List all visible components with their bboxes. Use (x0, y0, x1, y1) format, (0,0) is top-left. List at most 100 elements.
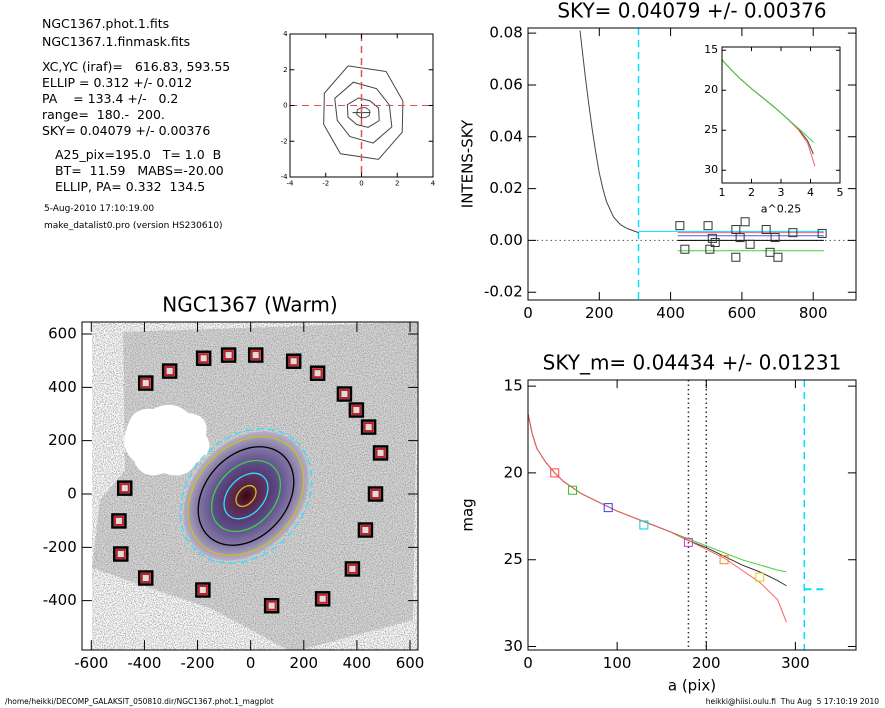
plot-area (82, 322, 418, 650)
point-marker (765, 247, 775, 257)
x-tick-label: 0 (523, 654, 533, 672)
x-tick-label: 2 (395, 179, 399, 187)
chart: -600 -400 -200 0 200 400 600 -400 -200 0 200 400 600… (43, 293, 425, 673)
region-marker-inner (115, 549, 126, 559)
region-marker-inner (347, 563, 358, 574)
header-line: XC,YC (iraf)= 616.83, 593.55 (42, 58, 231, 74)
region-marker (195, 350, 212, 367)
region-marker (195, 582, 211, 598)
y-tick-label: 15 (504, 377, 523, 395)
point-marker (740, 217, 750, 227)
profile-line (528, 413, 787, 623)
y-axis-label: INTENS-SKY (459, 119, 477, 208)
axes-frame (527, 379, 857, 651)
y-tick-label: -200 (43, 538, 77, 556)
plot-area (722, 47, 840, 183)
header-line: ELLIP = 0.312 +/- 0.012 (42, 74, 193, 90)
region-marker-inner (198, 353, 209, 364)
region-marker-inner (339, 389, 350, 399)
x-tick-label: 300 (781, 654, 810, 672)
point-marker (773, 252, 783, 262)
x-tick-label: 5 (837, 186, 844, 199)
header-line: SKY= 0.04079 +/- 0.00376 (42, 122, 211, 138)
contour (323, 65, 404, 160)
region-marker (344, 561, 361, 577)
y-tick-label: 0.02 (489, 179, 522, 197)
region-marker-inner (360, 525, 371, 535)
x-tick-label: 3 (778, 186, 785, 199)
x-axis-label: a (pix) (668, 677, 716, 695)
contour (356, 107, 371, 119)
point-marker (603, 503, 613, 513)
y-tick-label: 200 (48, 431, 77, 449)
region-marker (117, 480, 133, 496)
plot-bg (528, 380, 856, 650)
point-marker (683, 537, 693, 547)
x-tick-label: -4 (287, 179, 295, 187)
point-marker (639, 520, 649, 530)
y-tick-label: 0.04 (489, 127, 522, 145)
region-marker (309, 365, 326, 381)
x-tick-label: 800 (799, 304, 828, 322)
point-marker (731, 252, 741, 262)
region-marker-inner (119, 483, 130, 494)
y-tick-label: 0.06 (489, 75, 522, 93)
contour (346, 97, 380, 128)
x-tick-label: 600 (396, 654, 425, 672)
x-tick-label: 0 (359, 179, 363, 187)
region-marker (360, 419, 377, 435)
region-marker-inner (164, 366, 175, 377)
region-marker-inner (266, 600, 277, 611)
footer-right: heikki@hiisi.oulu.fi Thu Aug 5 17:10:19 … (705, 697, 879, 706)
x-tick-label: 2 (748, 186, 755, 199)
region-marker-inner (317, 593, 328, 604)
y-axis-label: mag (459, 498, 477, 531)
x-tick-label: 200 (585, 304, 614, 322)
x-tick-label: 200 (289, 654, 318, 672)
header-line: NGC1367.1.finmask.fits (42, 33, 191, 49)
y-tick-label: 25 (504, 550, 523, 568)
region-marker (137, 375, 154, 391)
x-tick-label: 4 (431, 179, 436, 187)
region-marker-inner (312, 368, 323, 379)
point-marker (710, 237, 720, 247)
header-line: NGC1367.phot.1.fits (42, 15, 170, 31)
region-marker-inner (363, 422, 374, 433)
x-tick-label: 400 (656, 304, 685, 322)
region-marker-inner (370, 489, 381, 499)
profile-line (722, 59, 814, 143)
region-marker (367, 486, 384, 502)
y-tick-label: 2 (283, 66, 287, 74)
isophote (187, 435, 305, 557)
region-marker (161, 363, 178, 379)
x-tick-label: 4 (807, 186, 814, 199)
y-tick-label: -4 (281, 173, 289, 181)
y-tick-label: -400 (43, 591, 77, 609)
y-tick-label: 0.08 (489, 24, 522, 42)
axes-frame (527, 27, 857, 301)
x-tick-label: -200 (181, 654, 215, 672)
x-axis-label: a^0.25 (761, 202, 801, 215)
region-marker (247, 347, 264, 363)
y-tick-label: 30 (504, 637, 523, 655)
region-marker (113, 546, 129, 562)
y-tick-label: 400 (48, 378, 77, 396)
chart: 1 2 3 4 5 15 20 25 30 a^0.25 (704, 43, 843, 215)
region-marker (137, 570, 154, 586)
chart-title: NGC1367 (Warm) (162, 293, 337, 317)
plot-area (290, 34, 433, 177)
region-marker (336, 386, 353, 402)
x-tick-label: 600 (728, 304, 757, 322)
region-marker-inner (288, 356, 299, 367)
region-marker-inner (140, 378, 151, 389)
header-line: A25_pix=195.0 T= 1.0 B (55, 146, 222, 162)
footer-left: /home/heikki/DECOMP_GALAKSIT_050810.dir/… (5, 697, 274, 706)
region-marker-inner (375, 447, 386, 458)
header-line: range= 180.- 200. (42, 106, 165, 122)
y-tick-label: 0 (283, 102, 287, 110)
chart: 0 100 200 300 15 20 25 30 SKY_m= 0.04434 +/- 0.0… (459, 351, 857, 695)
x-tick-label: 100 (603, 654, 632, 672)
galaxy (183, 431, 309, 561)
